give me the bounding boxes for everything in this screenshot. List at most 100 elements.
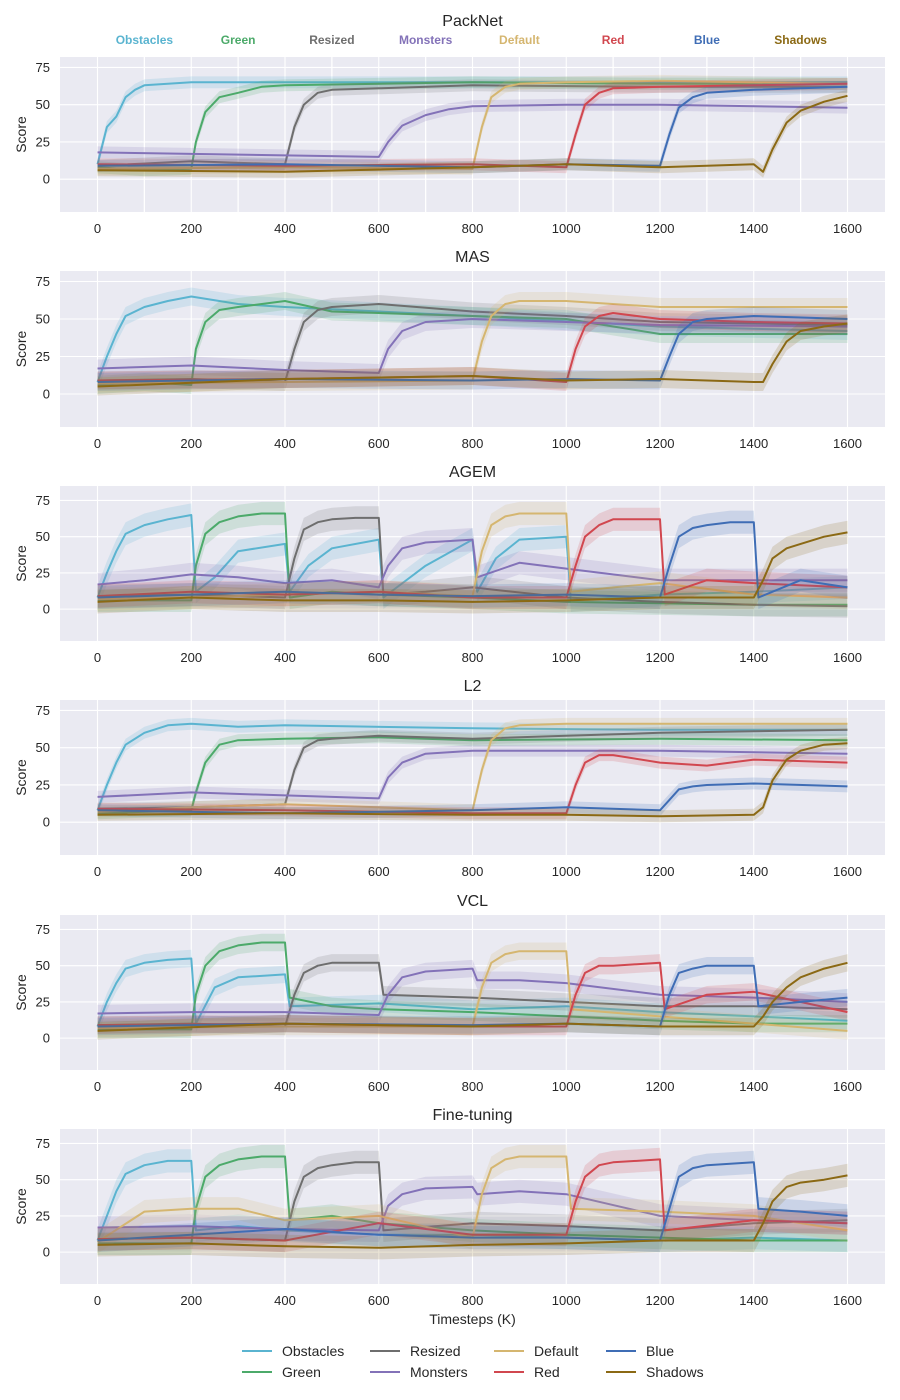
x-tick-label: 200 xyxy=(180,864,202,879)
x-tick-label: 600 xyxy=(368,221,390,236)
series-band-shadows xyxy=(97,314,848,396)
series-line-shadows xyxy=(97,1174,848,1249)
series-band-monsters xyxy=(97,1175,848,1242)
y-tick-label: 25 xyxy=(36,565,50,580)
series-band-monsters xyxy=(97,959,848,1024)
x-tick-label: 600 xyxy=(368,1079,390,1094)
series-band-green xyxy=(97,1144,848,1255)
series-band-monsters xyxy=(97,528,848,599)
series-band-obstacles xyxy=(97,503,848,612)
legend-label-obstacles: Obstacles xyxy=(282,1343,344,1359)
series-band-monsters xyxy=(97,744,848,805)
series-band-default xyxy=(97,942,848,1040)
y-axis-label: Score xyxy=(13,116,29,153)
series-band-red xyxy=(97,304,848,391)
legend-label-red: Red xyxy=(534,1364,560,1380)
series-line-obstacles xyxy=(96,957,848,1027)
x-tick-label: 0 xyxy=(94,650,101,665)
series-band-shadows xyxy=(97,89,848,178)
y-tick-label: 25 xyxy=(36,777,50,792)
panel-vcl: VCL 0 25 50 75 0 200 400 600 800 1000 1200 1400 1600 S… xyxy=(13,893,885,1094)
series-line-shadows xyxy=(97,531,848,603)
x-tick-label: 1200 xyxy=(646,1293,675,1308)
x-tick-label: 1200 xyxy=(646,436,675,451)
series-line-default xyxy=(97,79,848,170)
series-band-blue xyxy=(97,1150,848,1253)
series-line-resized xyxy=(97,84,848,167)
y-tick-label: 0 xyxy=(43,1031,50,1046)
series-band-blue xyxy=(97,777,848,820)
x-tick-label: 200 xyxy=(180,1293,202,1308)
y-tick-label: 75 xyxy=(36,493,50,508)
x-tick-label: 1400 xyxy=(739,650,768,665)
x-tick-label: 1000 xyxy=(552,221,581,236)
panel-title: L2 xyxy=(464,678,482,695)
y-tick-label: 25 xyxy=(36,134,50,149)
x-tick-label: 400 xyxy=(274,436,296,451)
series-line-shadows xyxy=(97,94,848,173)
series-band-resized xyxy=(97,723,848,815)
x-tick-label: 1200 xyxy=(646,1079,675,1094)
series-line-shadows xyxy=(97,322,848,388)
x-tick-label: 0 xyxy=(94,221,101,236)
panel-title: VCL xyxy=(457,893,488,910)
x-tick-label: 1000 xyxy=(552,864,581,879)
series-line-blue xyxy=(97,782,848,815)
panel-title: MAS xyxy=(455,249,490,266)
x-tick-label: 600 xyxy=(368,1293,390,1308)
y-tick-label: 50 xyxy=(36,1172,50,1187)
x-tick-label: 1000 xyxy=(552,650,581,665)
y-tick-label: 0 xyxy=(43,1245,50,1260)
x-tick-label: 1600 xyxy=(833,864,862,879)
x-tick-label: 0 xyxy=(94,1079,101,1094)
series-line-resized xyxy=(97,961,848,1028)
series-band-resized xyxy=(97,1150,848,1253)
panel-mas: MAS 0 25 50 75 0 200 400 600 800 1000 1200 1400 1600 S… xyxy=(13,249,885,451)
x-tick-label: 200 xyxy=(180,221,202,236)
x-tick-label: 800 xyxy=(462,436,484,451)
legend-label-green: Green xyxy=(282,1364,321,1380)
task-label-blue: Blue xyxy=(694,33,720,47)
x-tick-label: 0 xyxy=(94,436,101,451)
y-tick-label: 0 xyxy=(43,815,50,830)
series-line-monsters xyxy=(97,749,848,800)
x-tick-label: 0 xyxy=(94,1293,101,1308)
y-axis-label: Score xyxy=(13,331,29,368)
series-line-blue xyxy=(97,521,848,599)
x-tick-label: 1400 xyxy=(739,436,768,451)
series-line-monsters xyxy=(97,538,848,589)
x-tick-label: 800 xyxy=(462,864,484,879)
series-band-monsters xyxy=(97,310,848,382)
y-tick-label: 25 xyxy=(36,1208,50,1223)
panel-fine-tuning: Fine-tuning 0 25 50 75 0 200 400 600 800 1000 1200 1… xyxy=(13,1107,885,1308)
legend-label-blue: Blue xyxy=(646,1343,674,1359)
panel-agem: AGEM 0 25 50 75 0 200 400 600 800 1000 1200 1400 1600… xyxy=(13,464,885,665)
x-tick-label: 200 xyxy=(180,1079,202,1094)
x-tick-label: 1600 xyxy=(833,650,862,665)
legend-label-default: Default xyxy=(534,1343,578,1359)
legend: Obstacles Green Resized Monsters Default Red B… xyxy=(242,1343,704,1380)
series-line-green xyxy=(97,512,848,606)
x-tick-label: 1600 xyxy=(833,1293,862,1308)
series-line-green xyxy=(97,941,848,1031)
x-tick-label: 1000 xyxy=(552,1293,581,1308)
series-line-resized xyxy=(97,1161,848,1242)
series-line-blue xyxy=(97,1161,848,1242)
x-tick-label: 1200 xyxy=(646,864,675,879)
y-tick-label: 75 xyxy=(36,1136,50,1151)
series-band-resized xyxy=(97,954,848,1036)
task-label-obstacles: Obstacles xyxy=(116,33,174,47)
series-line-red xyxy=(97,82,848,169)
y-tick-label: 50 xyxy=(36,312,50,327)
series-line-green xyxy=(97,300,848,386)
series-line-default xyxy=(96,1155,848,1243)
series-band-resized xyxy=(97,506,848,618)
x-tick-label: 1200 xyxy=(646,650,675,665)
x-tick-label: 400 xyxy=(274,650,296,665)
series-band-blue xyxy=(97,307,848,391)
series-band-monsters xyxy=(97,98,848,163)
panel-title: Fine-tuning xyxy=(432,1107,512,1124)
series-band-red xyxy=(97,749,848,820)
series-band-obstacles xyxy=(97,1149,848,1253)
series-line-blue xyxy=(97,964,848,1028)
